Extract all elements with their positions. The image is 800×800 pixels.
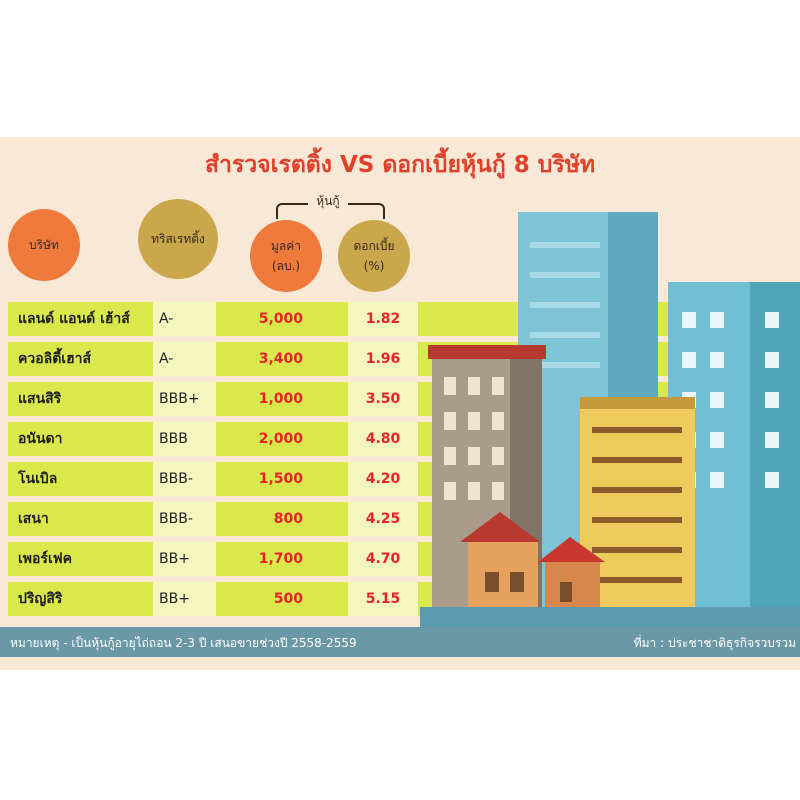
company-name: เสนา bbox=[18, 511, 49, 527]
interest-cell: 4.20 bbox=[348, 462, 418, 496]
value-cell: 800 bbox=[273, 511, 303, 527]
header-company-label: บริษัท bbox=[29, 238, 59, 252]
company-name: แสนสิริ bbox=[18, 391, 62, 407]
value-cell: 2,000 bbox=[258, 431, 303, 447]
rating-cell: BBB+ bbox=[153, 382, 216, 416]
company-name: โนเบิล bbox=[18, 471, 58, 487]
company-name: เพอร์เฟค bbox=[18, 551, 73, 567]
page-title: สำรวจเรตติ้ง VS ดอกเบี้ยหุ้นกู้ 8 บริษัท bbox=[204, 152, 596, 178]
interest-cell: 3.50 bbox=[348, 382, 418, 416]
rating-cell: BBB- bbox=[153, 462, 216, 496]
rating-cell: BBB bbox=[153, 422, 216, 456]
rating-cell: BBB- bbox=[153, 502, 216, 536]
header-value-label: มูลค่า (ลบ.) bbox=[270, 239, 302, 273]
header-rating-circle: ทริสเรทติ้ง bbox=[138, 199, 218, 279]
interest-cell: 4.25 bbox=[348, 502, 418, 536]
rating-cell: BB+ bbox=[153, 542, 216, 576]
header-value-circle: มูลค่า (ลบ.) bbox=[250, 220, 322, 292]
value-cell: 1,000 bbox=[258, 391, 303, 407]
header-group-label: หุ้นกู้ bbox=[308, 192, 348, 211]
header-interest-label: ดอกเบี้ย (%) bbox=[353, 239, 395, 273]
interest-cell: 1.96 bbox=[348, 342, 418, 376]
interest-cell: 4.70 bbox=[348, 542, 418, 576]
interest-cell: 1.82 bbox=[348, 302, 418, 336]
city-buildings-icon bbox=[420, 212, 800, 627]
company-name: อนันดา bbox=[18, 431, 63, 447]
footer-note: หมายเหตุ - เป็นหุ้นกู้อายุไถ่ถอน 2-3 ปี … bbox=[10, 636, 357, 650]
value-cell: 5,000 bbox=[258, 311, 303, 327]
company-name: แลนด์ แอนด์ เฮ้าส์ bbox=[18, 311, 130, 327]
header-company-circle: บริษัท bbox=[8, 209, 80, 281]
company-name: ควอลิตี้เฮาส์ bbox=[18, 351, 92, 367]
value-cell: 1,700 bbox=[258, 551, 303, 567]
header-rating-label: ทริสเรทติ้ง bbox=[151, 232, 205, 246]
rating-cell: BB+ bbox=[153, 582, 216, 616]
value-cell: 3,400 bbox=[258, 351, 303, 367]
footer-bar: หมายเหตุ - เป็นหุ้นกู้อายุไถ่ถอน 2-3 ปี … bbox=[0, 627, 800, 657]
interest-cell: 5.15 bbox=[348, 582, 418, 616]
infographic-panel: สำรวจเรตติ้ง VS ดอกเบี้ยหุ้นกู้ 8 บริษัท… bbox=[0, 137, 800, 670]
value-cell: 500 bbox=[273, 591, 303, 607]
rating-cell: A- bbox=[153, 302, 216, 336]
value-cell: 1,500 bbox=[258, 471, 303, 487]
footer-source: ที่มา : ประชาชาติธุรกิจรวบรวม bbox=[633, 636, 796, 650]
interest-cell: 4.80 bbox=[348, 422, 418, 456]
header-interest-circle: ดอกเบี้ย (%) bbox=[338, 220, 410, 292]
rating-cell: A- bbox=[153, 342, 216, 376]
company-name: ปริญสิริ bbox=[18, 591, 63, 607]
